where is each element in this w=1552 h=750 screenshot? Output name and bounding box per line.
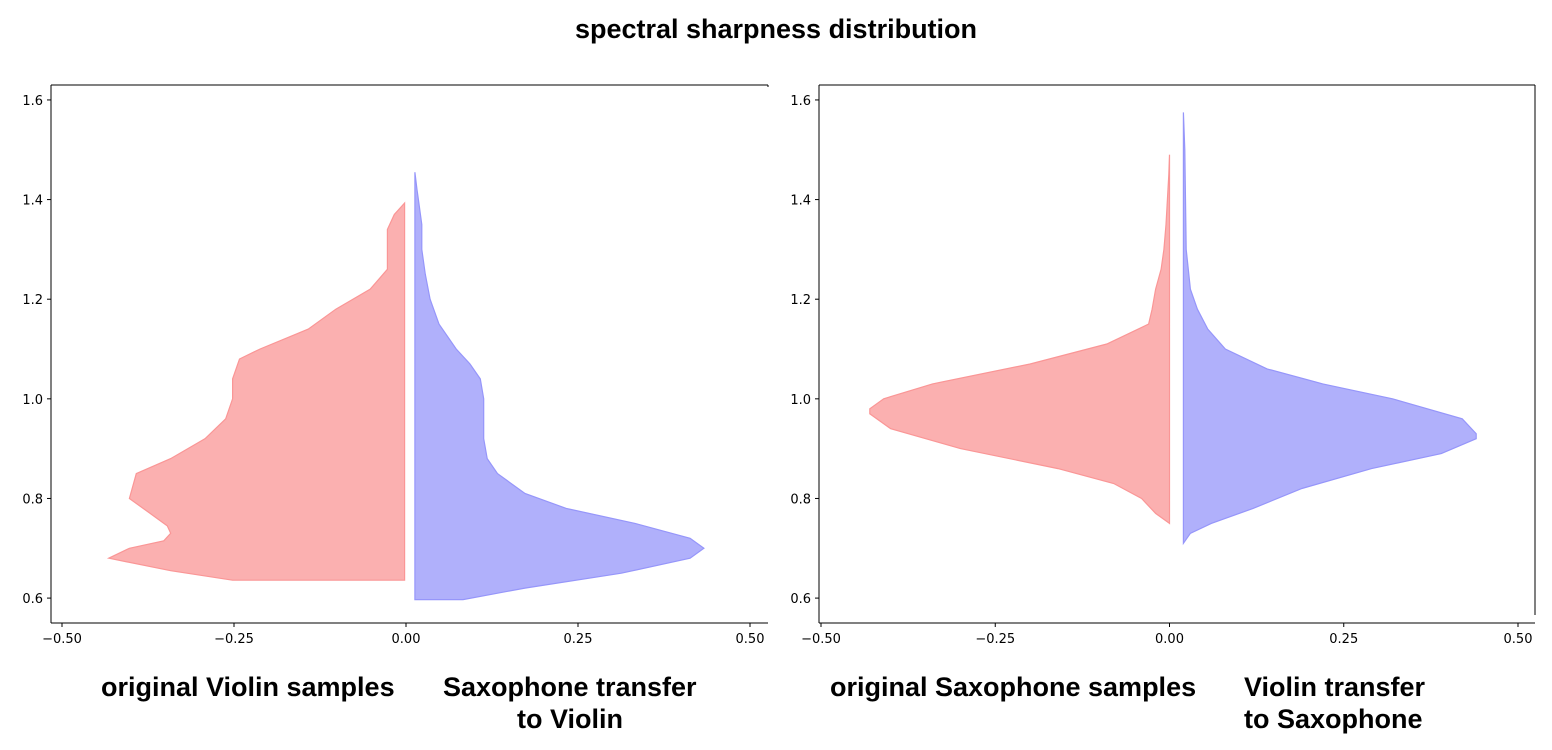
y-tick: 0.8 [790, 492, 819, 507]
y-tick-label: 1.0 [22, 393, 43, 408]
panel1-label-right-line1: Saxophone transfer [443, 672, 697, 702]
violin-right-half [414, 172, 705, 601]
y-tick-label: 1.4 [790, 194, 811, 209]
y-tick: 1.4 [22, 194, 51, 209]
x-tick-label: 0.00 [1155, 632, 1184, 647]
x-tick-label: 0.50 [1504, 632, 1533, 647]
y-tick-label: 1.0 [790, 393, 811, 408]
x-tick-label: −0.25 [975, 632, 1015, 647]
panel2-label-right-line2: to Saxophone [1244, 704, 1423, 734]
y-tick: 0.6 [790, 592, 819, 607]
y-tick-label: 1.4 [22, 194, 43, 209]
y-tick: 1.0 [790, 393, 819, 408]
y-tick: 1.6 [22, 94, 51, 109]
x-tick-label: 0.25 [1329, 632, 1358, 647]
y-tick: 1.4 [790, 194, 819, 209]
x-tick-label: −0.50 [801, 632, 841, 647]
x-tick: −0.50 [42, 623, 82, 647]
panel1-label-right-line2: to Violin [517, 704, 623, 734]
panel2-label-right-line1: Violin transfer [1244, 672, 1426, 702]
x-tick: 0.00 [1155, 623, 1184, 647]
y-tick-label: 1.2 [22, 293, 43, 308]
y-tick: 0.8 [22, 492, 51, 507]
y-tick-label: 1.6 [22, 94, 43, 109]
x-tick-label: 0.25 [564, 632, 593, 647]
chart-title: spectral sharpness distribution [574, 14, 978, 44]
x-tick-label: −0.25 [214, 632, 254, 647]
y-tick: 1.2 [22, 293, 51, 308]
panel2-label-left: original Saxophone samples [830, 672, 1197, 702]
x-tick: 0.50 [736, 623, 765, 647]
y-tick-label: 1.6 [790, 94, 811, 109]
y-tick-label: 0.8 [22, 492, 43, 507]
y-tick: 1.6 [790, 94, 819, 109]
x-tick-label: 0.00 [392, 632, 421, 647]
x-tick-label: 0.50 [736, 632, 765, 647]
x-tick: −0.25 [975, 623, 1015, 647]
y-tick: 1.2 [790, 293, 819, 308]
y-tick: 1.0 [22, 393, 51, 408]
x-tick: −0.25 [214, 623, 254, 647]
x-tick: 0.25 [1329, 623, 1358, 647]
y-tick-label: 0.6 [22, 592, 43, 607]
panel-1: 0.6 0.8 1.0 1.2 1.4 1.6 −0.50 −0.25 0.00 0.25 0.50 [22, 84, 769, 647]
violin-right-half [1182, 112, 1477, 546]
y-tick-label: 1.2 [790, 293, 811, 308]
panel-2: 0.6 0.8 1.0 1.2 1.4 1.6 −0.50 −0.25 0.00 0.25 0.50 [790, 84, 1536, 647]
y-tick: 0.6 [22, 592, 51, 607]
x-tick: 0.25 [564, 623, 593, 647]
x-tick-label: −0.50 [42, 632, 82, 647]
violin-left-half [869, 154, 1171, 525]
panel1-label-left: original Violin samples [101, 672, 395, 702]
y-tick-label: 0.6 [790, 592, 811, 607]
x-tick: −0.50 [801, 623, 841, 647]
violin-left-half [106, 201, 406, 581]
y-tick-label: 0.8 [790, 492, 811, 507]
x-tick: 0.00 [392, 623, 421, 647]
x-tick: 0.50 [1504, 623, 1533, 647]
